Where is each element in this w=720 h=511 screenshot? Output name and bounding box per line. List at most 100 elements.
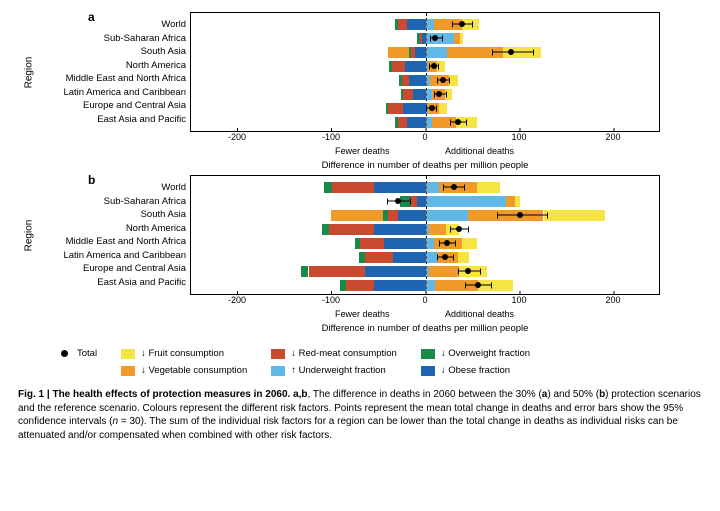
x-axis-label: Difference in number of deaths per milli… <box>190 323 660 334</box>
bar-row <box>191 117 659 128</box>
x-tick: 100 <box>511 295 526 305</box>
zero-line <box>426 13 427 131</box>
bar-segment-redmeat <box>365 252 393 263</box>
bar-segment-overweight <box>409 47 411 58</box>
plot-area <box>190 12 660 132</box>
total-point <box>456 226 462 232</box>
bar-segment-underweight <box>426 182 439 193</box>
bar-segment-overweight <box>301 266 309 277</box>
bar-segment-vegetable <box>506 196 515 207</box>
bar-segment-fruit <box>515 196 520 207</box>
figure-caption: Fig. 1 | The health effects of protectio… <box>18 388 702 442</box>
bar-row <box>191 280 659 291</box>
bar-segment-underweight <box>426 196 506 207</box>
panel-a: aRegionWorldSub-Saharan AfricaSouth Asia… <box>18 12 702 171</box>
bar-segment-obese <box>415 47 426 58</box>
bar-row <box>191 19 659 30</box>
bar-segment-fruit <box>460 33 463 44</box>
bar-row <box>191 47 659 58</box>
bar-row <box>191 196 659 207</box>
bar-row <box>191 182 659 193</box>
bar-segment-redmeat <box>346 280 374 291</box>
legend-overweight: ↓ Overweight fraction <box>421 348 530 359</box>
bar-segment-vegetable <box>429 224 446 235</box>
bar-segment-redmeat <box>329 224 374 235</box>
bar-segment-redmeat <box>420 33 422 44</box>
category-label: East Asia and Pacific <box>40 113 186 127</box>
bar-segment-overweight <box>340 280 346 291</box>
bar-segment-redmeat <box>398 117 407 128</box>
category-label: South Asia <box>40 45 186 59</box>
caption-ab: a,b <box>293 389 307 400</box>
swatch-icon <box>121 349 135 359</box>
sub-axis-right: Additional deaths <box>445 146 514 156</box>
bar-segment-fruit <box>462 238 477 249</box>
x-tick: -100 <box>322 295 340 305</box>
bar-segment-obese <box>374 182 426 193</box>
category-label: Europe and Central Asia <box>40 99 186 113</box>
category-label: Middle East and North Africa <box>40 72 186 86</box>
bar-row <box>191 266 659 277</box>
x-axis-label: Difference in number of deaths per milli… <box>190 160 660 171</box>
bar-segment-underweight <box>426 47 447 58</box>
swatch-icon <box>421 349 435 359</box>
bar-segment-obese <box>405 61 426 72</box>
bar-segment-redmeat <box>403 89 412 100</box>
bar-segment-obese <box>384 238 426 249</box>
bar-segment-redmeat <box>402 75 410 86</box>
total-point <box>440 77 446 83</box>
legend-underweight: ↑ Underweight fraction <box>271 365 397 376</box>
category-label: Sub-Saharan Africa <box>40 32 186 46</box>
category-label: North America <box>40 59 186 73</box>
bar-segment-redmeat <box>332 182 374 193</box>
swatch-icon <box>421 366 435 376</box>
bar-segment-fruit <box>544 210 605 221</box>
bar-segment-overweight <box>383 210 389 221</box>
x-tick: 0 <box>422 295 427 305</box>
bar-segment-redmeat <box>392 61 405 72</box>
total-point <box>465 268 471 274</box>
bar-segment-obese <box>407 117 426 128</box>
bar-segment-fruit <box>439 103 447 114</box>
bar-row <box>191 252 659 263</box>
total-point <box>442 254 448 260</box>
category-label: Latin America and Caribbean <box>40 86 186 100</box>
bar-row <box>191 61 659 72</box>
bar-segment-overweight <box>386 103 389 114</box>
bar-segment-obese <box>403 103 426 114</box>
legend-label: ↓ Red-meat consumption <box>291 348 397 359</box>
bar-row <box>191 224 659 235</box>
plot-area <box>190 175 660 295</box>
bar-segment-overweight <box>417 33 421 44</box>
bar-segment-overweight <box>401 89 404 100</box>
bar-segment-obese <box>398 210 426 221</box>
bar-segment-fruit <box>477 182 501 193</box>
total-point <box>517 212 523 218</box>
panel-label: b <box>88 173 95 187</box>
caption-title: Fig. 1 | The health effects of protectio… <box>18 389 293 400</box>
legend-total: Total <box>58 348 97 359</box>
bar-segment-redmeat <box>411 196 417 207</box>
sub-axis-left: Fewer deaths <box>335 146 390 156</box>
bar-segment-overweight <box>355 238 361 249</box>
swatch-icon <box>121 366 135 376</box>
panel-b: bRegionWorldSub-Saharan AfricaSouth Asia… <box>18 175 702 334</box>
total-point <box>451 184 457 190</box>
zero-line <box>426 176 427 294</box>
category-label: World <box>40 18 186 32</box>
bar-segment-obese <box>374 280 426 291</box>
legend-vegetable: ↓ Vegetable consumption <box>121 365 247 376</box>
x-tick: 100 <box>511 132 526 142</box>
bar-segment-obese <box>407 19 426 30</box>
bar-row <box>191 103 659 114</box>
bar-segment-overweight <box>322 224 330 235</box>
total-point <box>432 35 438 41</box>
total-point <box>431 63 437 69</box>
category-label: North America <box>40 222 186 236</box>
bar-segment-overweight <box>359 252 365 263</box>
swatch-icon <box>271 349 285 359</box>
legend-obese: ↓ Obese fraction <box>421 365 530 376</box>
x-tick: -200 <box>228 295 246 305</box>
bar-segment-obese <box>417 196 426 207</box>
bar-segment-redmeat <box>398 19 407 30</box>
